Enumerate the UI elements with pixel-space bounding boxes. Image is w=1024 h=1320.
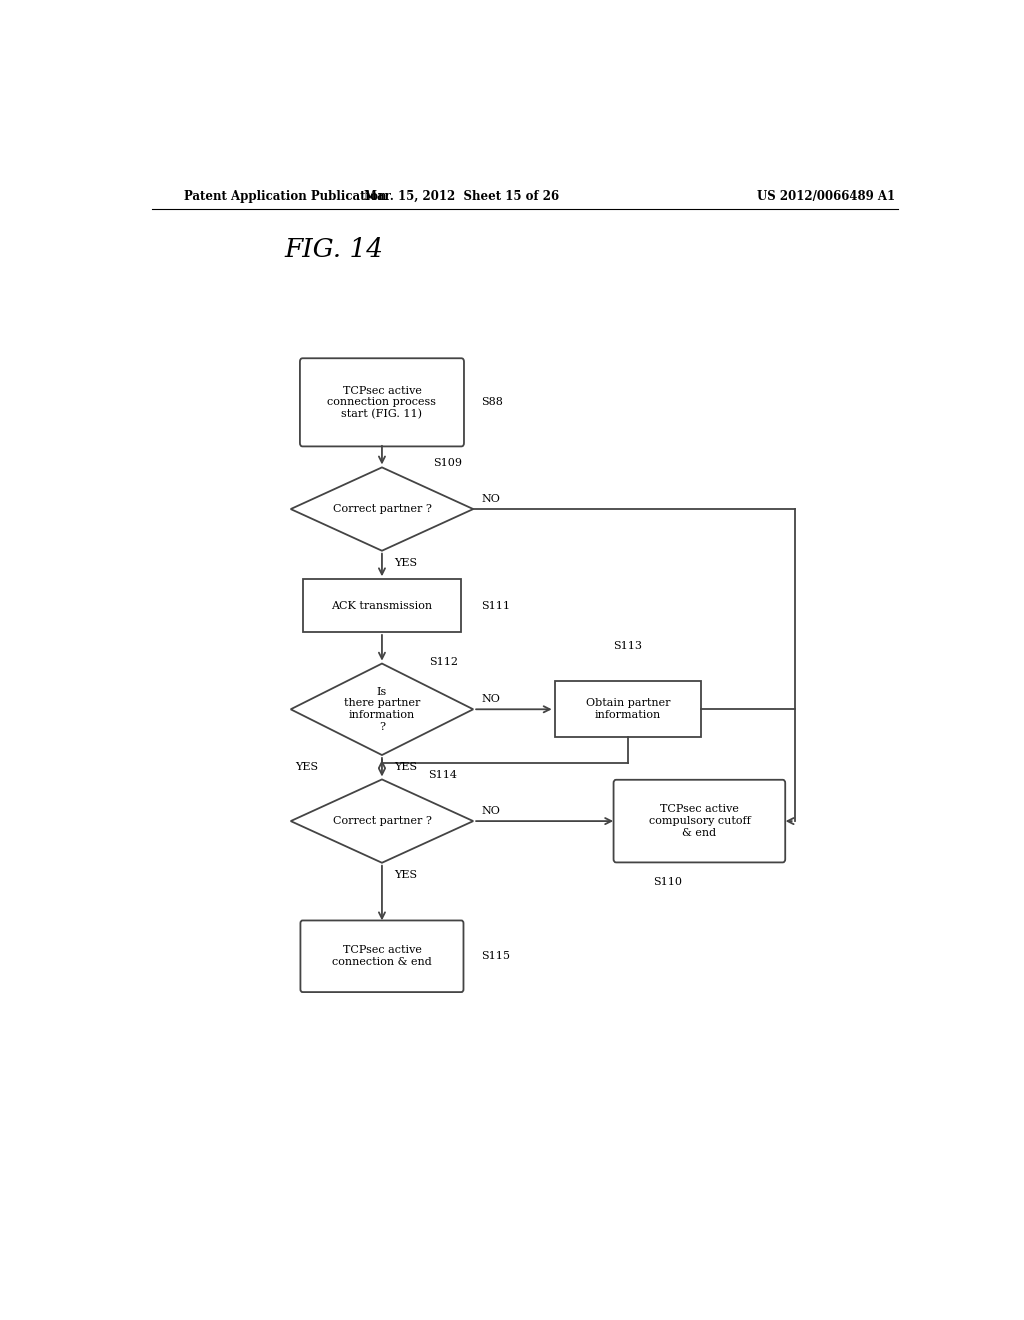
Text: NO: NO: [481, 494, 500, 504]
Polygon shape: [291, 664, 473, 755]
Text: Patent Application Publication: Patent Application Publication: [183, 190, 386, 202]
Text: NO: NO: [481, 694, 500, 704]
Text: YES: YES: [394, 558, 417, 568]
Text: Mar. 15, 2012  Sheet 15 of 26: Mar. 15, 2012 Sheet 15 of 26: [364, 190, 559, 202]
Text: S88: S88: [481, 397, 503, 408]
FancyBboxPatch shape: [613, 780, 785, 862]
Text: S115: S115: [481, 952, 510, 961]
Polygon shape: [291, 779, 473, 863]
Text: S111: S111: [481, 601, 510, 611]
FancyBboxPatch shape: [300, 358, 464, 446]
Bar: [303, 579, 461, 632]
Bar: [555, 681, 701, 738]
Text: Correct partner ?: Correct partner ?: [333, 504, 431, 513]
Polygon shape: [291, 467, 473, 550]
Text: S109: S109: [433, 458, 463, 469]
FancyBboxPatch shape: [300, 920, 464, 993]
Text: TCPsec active
compulsory cutoff
& end: TCPsec active compulsory cutoff & end: [648, 804, 751, 838]
Text: S110: S110: [653, 876, 682, 887]
Text: TCPsec active
connection process
start (FIG. 11): TCPsec active connection process start (…: [328, 385, 436, 420]
Text: S114: S114: [428, 771, 457, 780]
Text: YES: YES: [394, 870, 417, 880]
Text: NO: NO: [481, 807, 500, 816]
Text: YES: YES: [394, 762, 417, 772]
Text: Correct partner ?: Correct partner ?: [333, 816, 431, 826]
Text: ACK transmission: ACK transmission: [332, 601, 432, 611]
Text: S112: S112: [430, 656, 459, 667]
Text: S113: S113: [613, 642, 642, 651]
Text: YES: YES: [295, 762, 318, 772]
Text: Obtain partner
information: Obtain partner information: [586, 698, 671, 721]
Text: Is
there partner
information
?: Is there partner information ?: [344, 686, 420, 731]
Text: TCPsec active
connection & end: TCPsec active connection & end: [332, 945, 432, 968]
Text: FIG. 14: FIG. 14: [285, 238, 384, 263]
Text: US 2012/0066489 A1: US 2012/0066489 A1: [758, 190, 895, 202]
